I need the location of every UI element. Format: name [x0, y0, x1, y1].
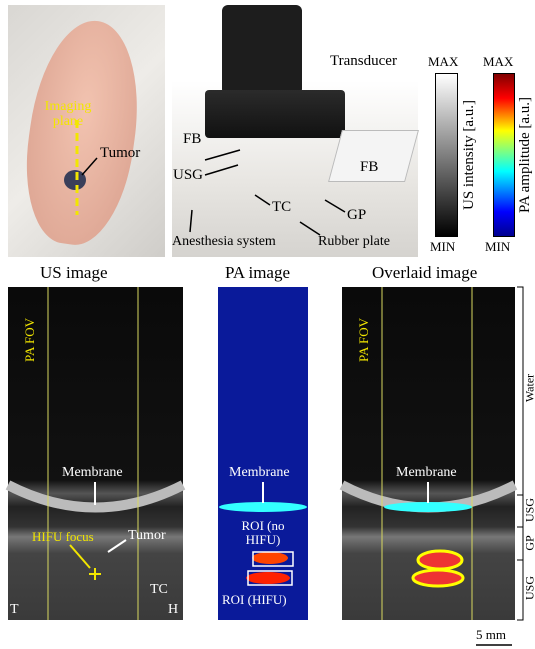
depth-label: GP [524, 535, 535, 550]
arrow [325, 200, 345, 212]
label: Membrane [62, 466, 123, 481]
pa-membrane [219, 502, 307, 512]
label: USG [173, 168, 203, 184]
depth-label: USG [524, 576, 535, 600]
panel-title: Overlaid image [372, 264, 477, 282]
colorbar-max: MAX [483, 55, 513, 69]
depth-label: Water [524, 374, 535, 402]
label: Transducer [330, 54, 397, 70]
label: GP [347, 208, 366, 224]
colorbar-max: MAX [428, 55, 458, 69]
label: Membrane [229, 466, 290, 481]
label: Tumor [128, 529, 166, 544]
label: Anesthesia system [172, 235, 276, 250]
label: ROI (HIFU) [222, 593, 287, 607]
arrow [300, 222, 320, 235]
colorbar-min: MIN [430, 240, 455, 254]
figure: Imaging plane Tumor Transducer FB FB USG… [0, 0, 535, 649]
colorbar-label: PA amplitude [a.u.] [518, 97, 534, 213]
arrow [70, 545, 90, 568]
depth-label: USG [524, 498, 535, 522]
depth-bracket [517, 287, 523, 620]
hifu-focus-mark [89, 568, 101, 580]
label: HIFU focus [32, 530, 94, 544]
pa-roi-signal [246, 572, 290, 584]
label: ROI (no HIFU) [226, 519, 300, 546]
arrow [205, 165, 238, 175]
overlays [8, 120, 523, 645]
colorbar-min: MIN [485, 240, 510, 254]
label: PA FOV [23, 318, 37, 362]
arrow [255, 195, 270, 205]
arrow [82, 158, 97, 175]
label: TC [150, 583, 168, 598]
arrow [205, 150, 240, 160]
label: H [168, 603, 178, 618]
arrow [108, 540, 126, 552]
label: Rubber plate [318, 235, 390, 250]
overlay-signal [413, 570, 463, 586]
label: Imaging plane [36, 100, 100, 129]
label: FB [183, 132, 201, 148]
scale-bar-label: 5 mm [476, 628, 506, 642]
annotations [0, 0, 535, 649]
pa-roi-signal [252, 552, 288, 564]
arrow [190, 210, 192, 232]
overlay-membrane-signal [384, 502, 472, 512]
label: FB [360, 160, 378, 176]
overlay-signal [418, 551, 462, 569]
label: PA FOV [357, 318, 371, 362]
panel-title: US image [40, 264, 108, 282]
label: Membrane [396, 466, 457, 481]
colorbar-label: US intensity [a.u.] [462, 100, 478, 210]
label: Tumor [100, 146, 140, 162]
panel-title: PA image [225, 264, 290, 282]
label: TC [272, 200, 291, 216]
label: T [10, 603, 19, 618]
